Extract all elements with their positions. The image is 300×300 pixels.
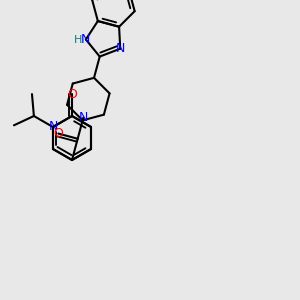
Text: N: N [116,42,125,55]
Text: O: O [53,127,63,140]
Text: N: N [81,33,91,46]
Text: N: N [79,111,88,124]
Text: O: O [67,88,77,100]
Text: N: N [48,121,58,134]
Text: H: H [74,35,82,45]
